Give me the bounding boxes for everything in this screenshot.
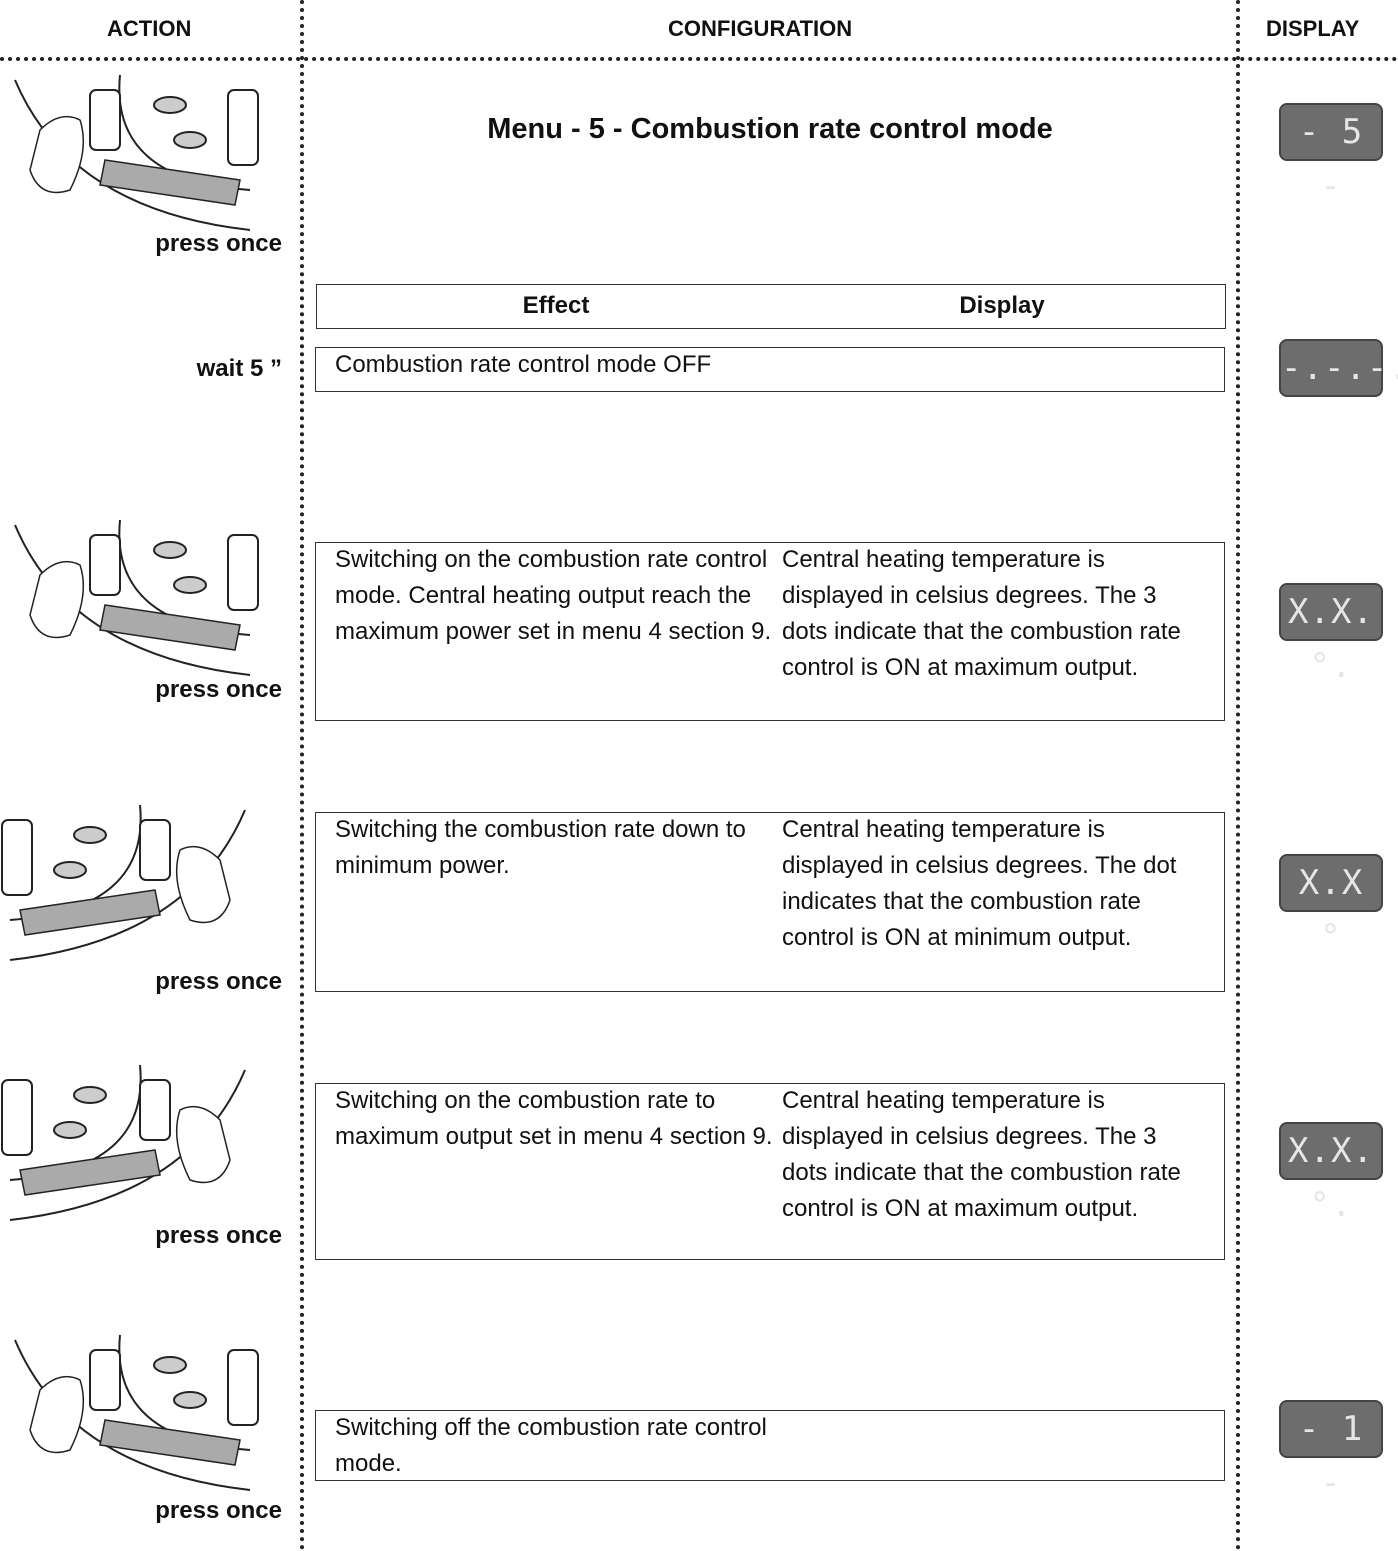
step-row: Combustion rate control mode OFF bbox=[315, 347, 1225, 392]
table-header-cell: Effect bbox=[522, 292, 590, 319]
action-label: press once bbox=[155, 676, 282, 703]
display-readout: - 1 - bbox=[1279, 1400, 1383, 1503]
display-readout: X.X ° bbox=[1279, 854, 1383, 957]
action-label: press once bbox=[155, 1497, 282, 1524]
step-row: Switching on the combustion rate to maxi… bbox=[315, 1083, 1225, 1260]
control-panel-illustration bbox=[14, 1334, 259, 1491]
column-header: DISPLAY bbox=[1266, 16, 1360, 41]
display-readout: X.X.°. bbox=[1279, 583, 1383, 686]
display-readout: -.-.-. bbox=[1279, 339, 1398, 397]
display-text: Central heating temperature is displayed… bbox=[782, 816, 1177, 951]
display-text: Central heating temperature is displayed… bbox=[782, 546, 1181, 681]
action-label: wait 5 ” bbox=[196, 355, 282, 382]
control-panel-illustration bbox=[1, 1064, 246, 1221]
effect-text: Switching on the combustion rate control… bbox=[335, 546, 772, 645]
control-panel-illustration bbox=[1, 804, 246, 961]
control-panel-illustration bbox=[14, 519, 259, 676]
effect-text: Switching on the combustion rate to maxi… bbox=[335, 1087, 773, 1150]
column-divider bbox=[300, 0, 304, 1551]
table-header: Effect Display bbox=[316, 284, 1226, 329]
effect-text: Combustion rate control mode OFF bbox=[335, 351, 712, 378]
step-row: Switching the combustion rate down to mi… bbox=[315, 812, 1225, 992]
action-label: press once bbox=[155, 1222, 282, 1249]
column-divider bbox=[1236, 0, 1240, 1551]
step-row: Switching on the combustion rate control… bbox=[315, 542, 1225, 721]
column-header: ACTION bbox=[107, 16, 192, 41]
header-divider bbox=[0, 57, 1398, 61]
effect-text: Switching off the combustion rate contro… bbox=[335, 1414, 767, 1477]
table-header-cell: Display bbox=[959, 292, 1045, 319]
display-readout: - 5 - bbox=[1279, 103, 1383, 206]
effect-text: Switching the combustion rate down to mi… bbox=[335, 816, 746, 879]
step-row: Switching off the combustion rate contro… bbox=[315, 1410, 1225, 1481]
action-label: press once bbox=[155, 230, 282, 257]
menu-title: Menu - 5 - Combustion rate control mode bbox=[487, 113, 1053, 145]
column-header: CONFIGURATION bbox=[668, 16, 853, 41]
display-readout: X.X.°. bbox=[1279, 1122, 1383, 1225]
display-text: Central heating temperature is displayed… bbox=[782, 1087, 1181, 1222]
control-panel-illustration bbox=[14, 74, 259, 231]
action-label: press once bbox=[155, 968, 282, 995]
